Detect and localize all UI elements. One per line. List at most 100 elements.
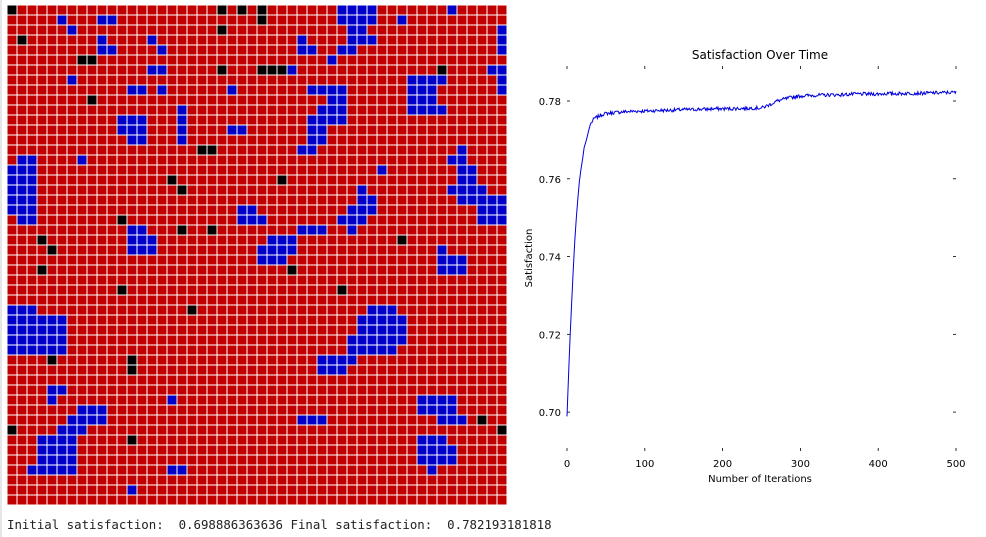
- grid-cell: [197, 415, 207, 425]
- grid-cell: [267, 15, 277, 25]
- grid-cell: [247, 145, 257, 155]
- grid-cell: [227, 185, 237, 195]
- chart-title: Satisfaction Over Time: [692, 48, 828, 62]
- grid-cell: [357, 275, 367, 285]
- grid-cell: [157, 475, 167, 485]
- grid-cell: [347, 135, 357, 145]
- grid-cell: [467, 125, 477, 135]
- grid-cell: [107, 95, 117, 105]
- grid-cell: [147, 45, 157, 55]
- grid-cell: [347, 345, 357, 355]
- grid-cell: [397, 205, 407, 215]
- grid-cell: [327, 285, 337, 295]
- grid-cell: [57, 55, 67, 65]
- grid-cell: [107, 305, 117, 315]
- grid-cell: [447, 435, 457, 445]
- grid-cell: [347, 55, 357, 65]
- grid-cell: [137, 345, 147, 355]
- grid-cell: [107, 325, 117, 335]
- grid-cell: [17, 355, 27, 365]
- grid-cell: [277, 175, 287, 185]
- grid-cell: [397, 305, 407, 315]
- grid-cell: [487, 455, 497, 465]
- grid-cell: [47, 135, 57, 145]
- grid-cell: [327, 315, 337, 325]
- grid-cell: [137, 15, 147, 25]
- grid-cell: [127, 465, 137, 475]
- grid-cell: [87, 395, 97, 405]
- grid-cell: [77, 345, 87, 355]
- grid-cell: [7, 85, 17, 95]
- grid-cell: [477, 185, 487, 195]
- grid-cell: [427, 355, 437, 365]
- grid-cell: [217, 215, 227, 225]
- grid-cell: [247, 105, 257, 115]
- grid-cell: [17, 265, 27, 275]
- grid-cell: [7, 215, 17, 225]
- grid-cell: [107, 445, 117, 455]
- grid-cell: [197, 145, 207, 155]
- grid-cell: [67, 245, 77, 255]
- grid-cell: [307, 335, 317, 345]
- grid-cell: [317, 495, 327, 505]
- grid-cell: [37, 255, 47, 265]
- grid-cell: [437, 155, 447, 165]
- grid-cell: [367, 165, 377, 175]
- grid-cell: [387, 315, 397, 325]
- grid-cell: [337, 425, 347, 435]
- grid-cell: [437, 455, 447, 465]
- grid-cell: [457, 385, 467, 395]
- grid-cell: [307, 85, 317, 95]
- grid-cell: [17, 25, 27, 35]
- grid-cell: [367, 145, 377, 155]
- grid-cell: [357, 295, 367, 305]
- grid-cell: [257, 195, 267, 205]
- grid-cell: [77, 425, 87, 435]
- grid-cell: [187, 65, 197, 75]
- grid-cell: [227, 195, 237, 205]
- grid-cell: [227, 375, 237, 385]
- grid-cell: [397, 225, 407, 235]
- grid-cell: [357, 285, 367, 295]
- grid-cell: [227, 215, 237, 225]
- grid-cell: [267, 165, 277, 175]
- grid-cell: [257, 335, 267, 345]
- grid-cell: [337, 435, 347, 445]
- grid-cell: [357, 465, 367, 475]
- grid-cell: [297, 175, 307, 185]
- grid-cell: [307, 215, 317, 225]
- grid-cell: [47, 415, 57, 425]
- grid-cell: [87, 55, 97, 65]
- grid-cell: [27, 115, 37, 125]
- grid-cell: [387, 445, 397, 455]
- grid-cell: [117, 105, 127, 115]
- grid-cell: [7, 125, 17, 135]
- grid-cell: [67, 255, 77, 265]
- grid-cell: [387, 75, 397, 85]
- grid-cell: [127, 355, 137, 365]
- grid-cell: [217, 335, 227, 345]
- grid-cell: [467, 335, 477, 345]
- grid-cell: [457, 375, 467, 385]
- grid-cell: [237, 215, 247, 225]
- x-tick-label: 500: [946, 459, 965, 470]
- grid-cell: [137, 75, 147, 85]
- grid-cell: [397, 255, 407, 265]
- grid-cell: [307, 365, 317, 375]
- grid-cell: [107, 215, 117, 225]
- grid-cell: [187, 175, 197, 185]
- grid-cell: [207, 95, 217, 105]
- grid-cell: [227, 295, 237, 305]
- grid-cell: [147, 185, 157, 195]
- grid-cell: [267, 225, 277, 235]
- grid-cell: [227, 115, 237, 125]
- grid-cell: [77, 325, 87, 335]
- grid-cell: [237, 285, 247, 295]
- grid-cell: [67, 125, 77, 135]
- grid-cell: [237, 205, 247, 215]
- grid-cell: [367, 455, 377, 465]
- grid-cell: [127, 315, 137, 325]
- grid-cell: [377, 145, 387, 155]
- y-ticks: 0.700.720.740.760.78: [539, 97, 956, 419]
- grid-cell: [467, 215, 477, 225]
